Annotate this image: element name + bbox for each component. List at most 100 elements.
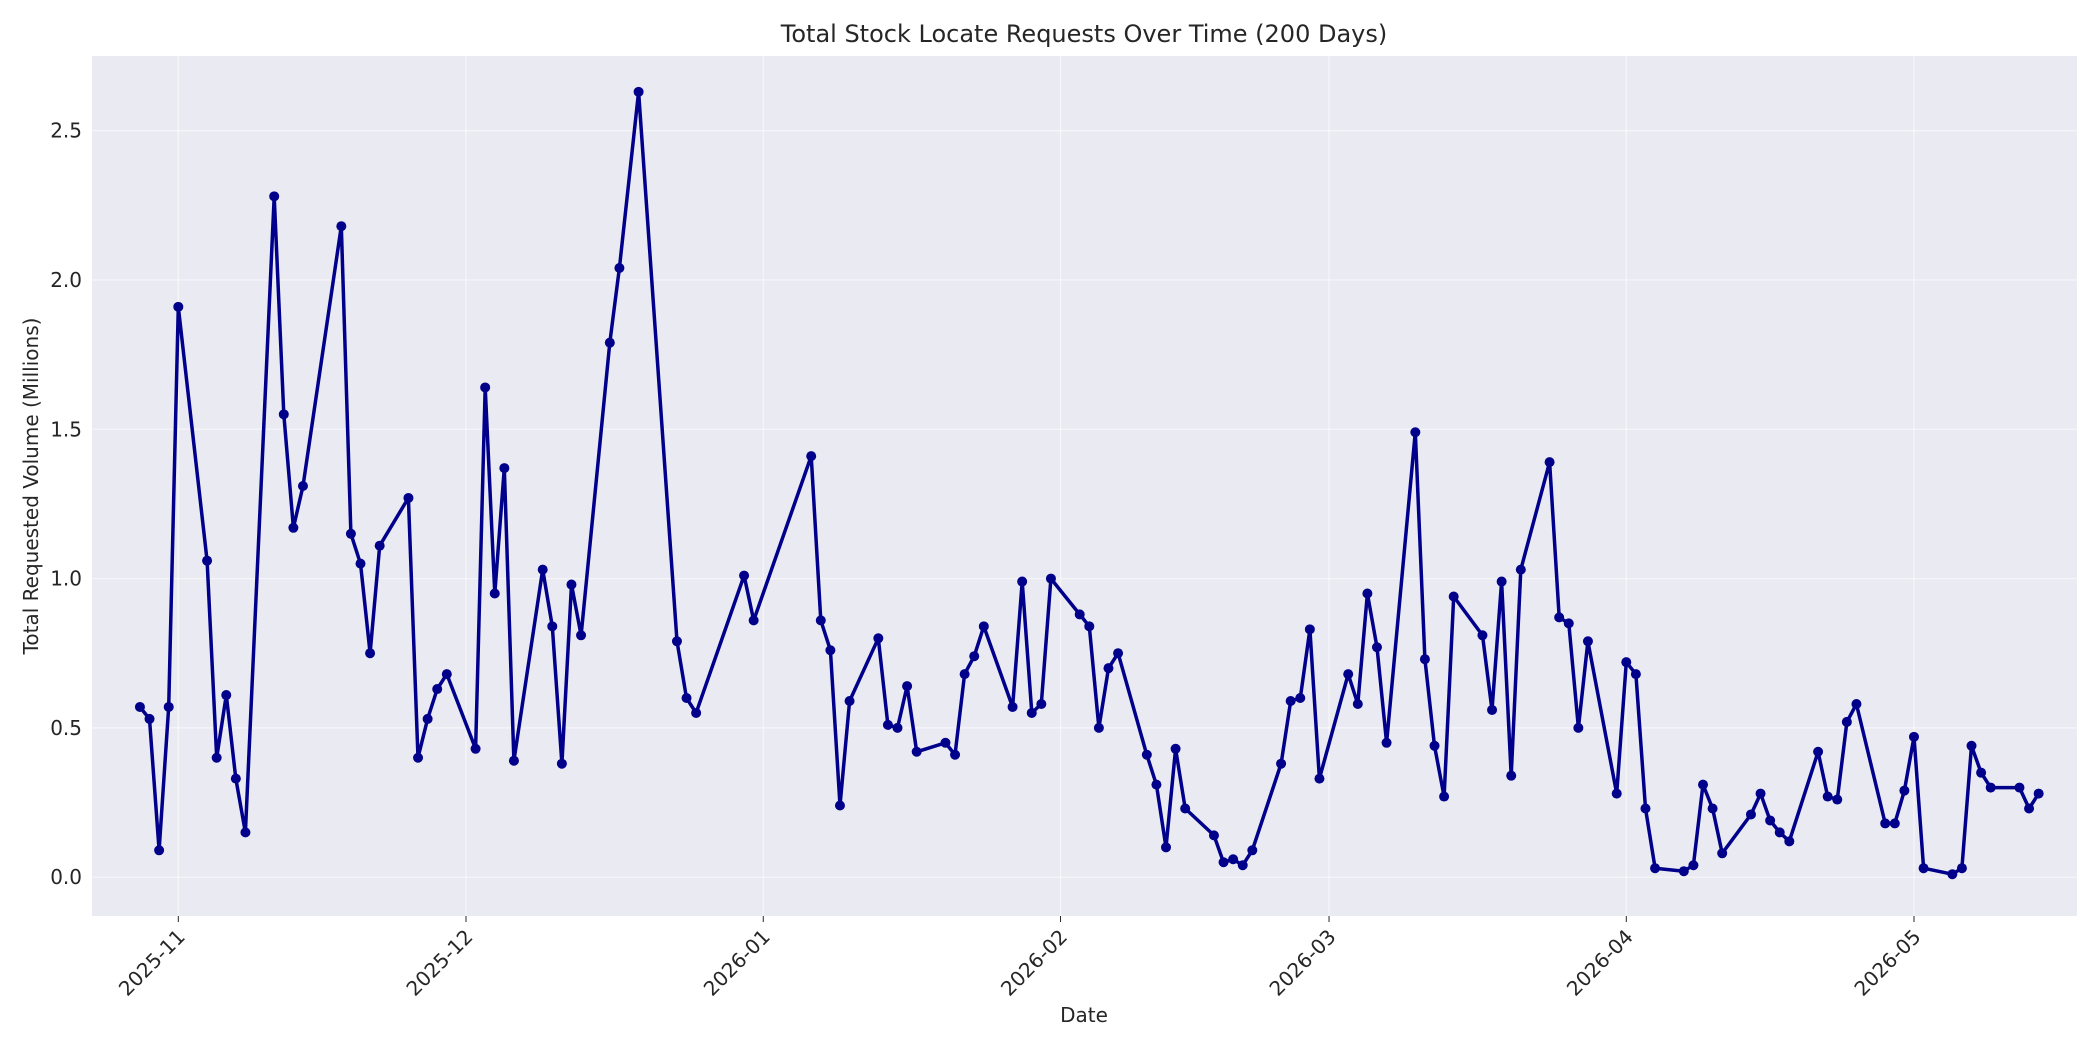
data-point (288, 522, 299, 533)
data-point (806, 451, 817, 462)
data-point (537, 564, 548, 575)
data-point (1352, 698, 1363, 709)
data-point (1228, 854, 1239, 865)
y-tick-label: 2.0 (50, 268, 82, 292)
data-point (163, 701, 174, 712)
data-point (825, 645, 836, 656)
data-point (671, 636, 682, 647)
data-point (1218, 857, 1229, 868)
y-axis-label: Total Requested Volume (Millions) (19, 318, 43, 656)
data-point (144, 713, 155, 724)
data-point (1544, 457, 1555, 468)
data-point (1247, 845, 1258, 856)
data-point (202, 555, 213, 566)
data-point (345, 528, 356, 539)
data-point (556, 758, 567, 769)
data-point (1237, 860, 1248, 871)
data-point (1045, 573, 1056, 584)
data-point (633, 86, 644, 97)
plot-area (92, 56, 2077, 916)
data-point (1448, 591, 1459, 602)
data-point (1141, 749, 1152, 760)
data-point (489, 588, 500, 599)
data-point (1573, 722, 1584, 733)
data-point (815, 615, 826, 626)
x-tick-label: 2026-05 (1849, 925, 1925, 1001)
data-point (374, 540, 385, 551)
data-point (365, 648, 376, 659)
data-point (1026, 707, 1037, 718)
series-points (134, 86, 2044, 880)
data-point (576, 630, 587, 641)
data-point (1381, 737, 1392, 748)
data-point (950, 749, 961, 760)
data-point (882, 719, 893, 730)
data-point (1496, 576, 1507, 587)
x-tick-label: 2026-04 (1562, 925, 1638, 1001)
x-axis-label: Date (1060, 1003, 1108, 1027)
data-point (1563, 618, 1574, 629)
data-point (2024, 803, 2035, 814)
data-point (1036, 698, 1047, 709)
data-point (1784, 836, 1795, 847)
data-point (1745, 809, 1756, 820)
data-point (748, 615, 759, 626)
data-point (1103, 663, 1114, 674)
data-point (969, 651, 980, 662)
data-point (1410, 427, 1421, 438)
y-axis: 0.0 0.5 1.0 1.5 2.0 2.5 (50, 119, 82, 890)
data-point (1698, 779, 1709, 790)
data-point (441, 669, 452, 680)
data-point (834, 800, 845, 811)
y-tick-label: 2.5 (50, 119, 82, 143)
data-point (1976, 767, 1987, 778)
data-point (691, 707, 702, 718)
data-point (1650, 863, 1661, 874)
data-point (1285, 696, 1296, 706)
grid-lines (92, 56, 2077, 916)
data-point (211, 752, 222, 763)
data-point (403, 492, 414, 503)
data-point (1832, 794, 1843, 805)
data-point (269, 191, 280, 202)
data-point (1515, 564, 1526, 575)
data-point (1611, 788, 1622, 799)
data-point (355, 558, 366, 569)
x-tick-label: 2026-03 (1264, 925, 1340, 1001)
data-point (1678, 866, 1689, 877)
data-point (1554, 612, 1565, 623)
y-tick-label: 1.5 (50, 417, 82, 441)
data-point (2033, 788, 2044, 799)
data-point (499, 463, 510, 474)
data-point (1007, 701, 1018, 712)
data-point (892, 722, 903, 733)
data-point (1477, 630, 1488, 641)
data-point (902, 681, 913, 692)
data-point (1918, 863, 1929, 874)
data-point (1755, 788, 1766, 799)
data-point (1640, 803, 1651, 814)
data-point (1371, 642, 1382, 653)
data-point (1947, 869, 1958, 880)
x-tick-label: 2026-02 (996, 925, 1072, 1001)
data-point (1439, 791, 1450, 802)
data-point (1208, 830, 1219, 841)
data-point (1985, 782, 1996, 793)
data-point (1841, 716, 1852, 727)
data-point (508, 755, 519, 766)
x-tick-label: 2025-12 (401, 925, 477, 1001)
data-point (844, 696, 855, 706)
y-tick-label: 0.0 (50, 865, 82, 889)
data-point (1093, 722, 1104, 733)
data-point (1084, 621, 1095, 632)
data-point (1295, 693, 1306, 704)
data-point (1774, 827, 1785, 838)
data-point (1908, 731, 1919, 742)
data-point (1889, 818, 1900, 829)
data-point (470, 743, 481, 754)
data-point (978, 621, 989, 632)
data-point (873, 633, 884, 644)
data-point (1017, 576, 1028, 587)
data-point (154, 845, 165, 856)
